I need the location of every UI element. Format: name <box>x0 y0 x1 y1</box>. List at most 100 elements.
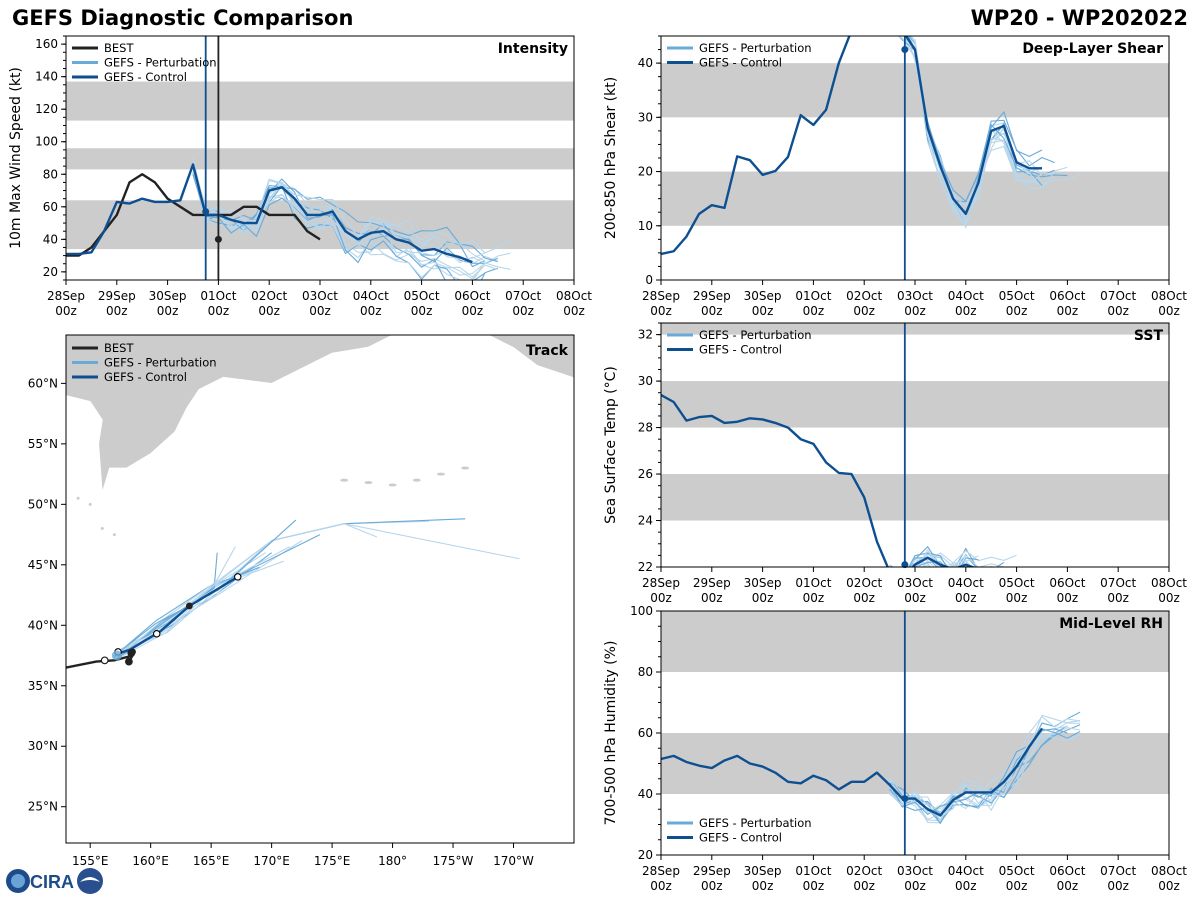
x-tick-label: 03Oct <box>897 864 933 878</box>
land-aleutian <box>340 478 349 482</box>
perturbation-line <box>192 165 486 254</box>
x-tick-label: 00z <box>904 591 926 605</box>
chart-title: Track <box>526 343 569 359</box>
x-tick-label: 08Oct <box>1151 864 1187 878</box>
chart-band <box>661 171 1169 226</box>
legend-label: GEFS - Perturbation <box>699 328 812 342</box>
perturbation-line <box>192 168 498 278</box>
x-tick-label: 00z <box>157 304 179 318</box>
y-axis-label: 700-500 hPa Humidity (%) <box>603 641 619 826</box>
lat-tick-label: 40°N <box>28 618 58 632</box>
x-tick-label: 00z <box>752 304 774 318</box>
perturbation-track <box>120 566 260 652</box>
perturbation-line <box>192 172 499 264</box>
track-frame <box>65 334 575 844</box>
chart-band <box>661 63 1169 118</box>
control-point <box>901 795 909 803</box>
x-tick-label: 00z <box>752 591 774 605</box>
chart-rh: 2040608010028Sep00z29Sep00z30Sep00z01Oct… <box>603 604 1187 893</box>
chart-track: 155°E 160°E 165°E 170°E 175°E 180° 175°W 170°W 2… <box>28 334 575 868</box>
x-tick-label: 00z <box>853 879 875 893</box>
x-tick-label: 07Oct <box>1100 289 1136 303</box>
y-tick-label: 24 <box>638 514 653 528</box>
page-title: GEFS Diagnostic Comparison <box>12 6 354 30</box>
y-tick-label: 40 <box>638 787 653 801</box>
cira-logo: CIRA <box>4 866 104 896</box>
control-track-point <box>129 648 136 656</box>
lat-tick-label: 25°N <box>28 800 58 814</box>
y-tick-label: 30 <box>638 374 653 388</box>
x-tick-label: 06Oct <box>454 289 490 303</box>
perturbation-line <box>889 715 1081 824</box>
x-tick-label: 06Oct <box>1049 576 1085 590</box>
x-tick-label: 00z <box>853 591 875 605</box>
control-line <box>661 36 1042 256</box>
x-tick-label: 29Sep <box>693 576 731 590</box>
x-tick-label: 00z <box>701 304 723 318</box>
lon-tick-label: 175°E <box>314 854 351 868</box>
chart-frame <box>660 322 1170 568</box>
lat-tick-label: 55°N <box>28 437 58 451</box>
land-island <box>52 539 55 542</box>
chart-plot-area <box>661 711 1081 825</box>
chart-band <box>661 474 1169 521</box>
legend-label: GEFS - Perturbation <box>104 56 217 70</box>
x-tick-label: 30Sep <box>744 864 782 878</box>
x-tick-label: 00z <box>1107 304 1129 318</box>
y-tick-label: 120 <box>35 102 58 116</box>
x-tick-label: 07Oct <box>505 289 541 303</box>
x-tick-label: 00z <box>309 304 331 318</box>
lon-tick-label: 160°E <box>132 854 169 868</box>
x-tick-label: 00z <box>1057 879 1079 893</box>
best-track-point <box>100 656 109 665</box>
y-tick-label: 80 <box>638 665 653 679</box>
land-aleutian <box>412 478 421 482</box>
perturbation-line <box>910 36 1043 226</box>
y-tick-label: 40 <box>43 232 58 246</box>
x-tick-label: 00z <box>1006 591 1028 605</box>
x-tick-label: 28Sep <box>642 864 680 878</box>
land-aleutian <box>364 481 373 485</box>
x-tick-label: 00z <box>803 304 825 318</box>
control-point <box>901 46 909 54</box>
x-tick-label: 03Oct <box>302 289 338 303</box>
perturbation-track <box>113 519 297 657</box>
y-axis-label: Sea Surface Temp (°C) <box>603 366 619 524</box>
lat-tick-label: 45°N <box>28 558 58 572</box>
perturbation-track <box>120 560 284 658</box>
x-tick-label: 01Oct <box>795 864 831 878</box>
x-tick-label: 02Oct <box>846 864 882 878</box>
y-axis-label: 10m Max Wind Speed (kt) <box>8 67 24 249</box>
cira-logo-icon: CIRA <box>6 868 103 894</box>
x-tick-label: 28Sep <box>642 576 680 590</box>
control-track-point <box>185 602 193 610</box>
x-tick-label: 00z <box>411 304 433 318</box>
x-tick-label: 00z <box>650 879 672 893</box>
x-tick-label: 00z <box>563 304 585 318</box>
x-tick-label: 30Sep <box>744 576 782 590</box>
x-tick-label: 00z <box>208 304 230 318</box>
legend-label: GEFS - Control <box>699 343 782 357</box>
lon-tick-label: 170°W <box>493 854 534 868</box>
chart-title: Intensity <box>498 41 568 57</box>
lon-tick-label: 155°E <box>72 854 109 868</box>
chart-intensity: 2040608010012014016028Sep00z29Sep00z30Se… <box>8 35 592 318</box>
y-tick-label: 80 <box>43 167 58 181</box>
legend-label: GEFS - Perturbation <box>104 356 217 370</box>
perturbation-line <box>909 556 938 567</box>
legend-label: GEFS - Control <box>699 56 782 70</box>
land-aleutian <box>461 466 470 470</box>
y-tick-label: 32 <box>638 328 653 342</box>
y-tick-label: 60 <box>43 200 58 214</box>
x-tick-label: 00z <box>462 304 484 318</box>
perturbation-track <box>117 523 520 653</box>
logo-text: CIRA <box>30 872 74 892</box>
control-point <box>901 561 909 569</box>
control-track-point <box>152 630 161 638</box>
best-track-point <box>124 657 133 666</box>
perturbation-track <box>121 546 236 655</box>
land-island <box>76 496 80 500</box>
x-tick-label: 06Oct <box>1049 289 1085 303</box>
y-tick-label: 160 <box>35 37 58 51</box>
land-kamchatka <box>66 335 393 493</box>
